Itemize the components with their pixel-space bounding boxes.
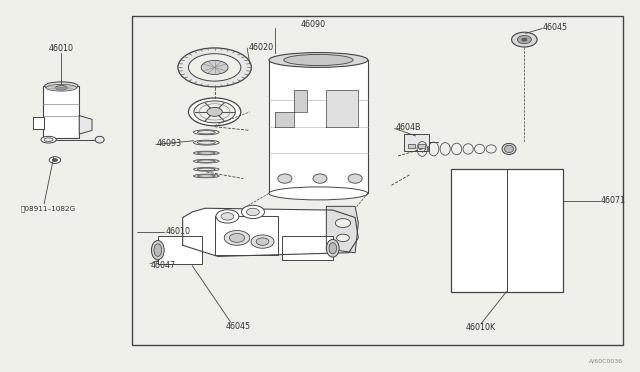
Bar	[33, 117, 44, 129]
Bar	[451, 169, 563, 292]
Circle shape	[246, 208, 259, 216]
Bar	[269, 60, 368, 193]
Text: 46071: 46071	[601, 196, 626, 205]
Ellipse shape	[46, 84, 77, 91]
Ellipse shape	[284, 54, 353, 65]
Ellipse shape	[201, 60, 228, 74]
Circle shape	[251, 235, 274, 248]
Circle shape	[221, 213, 234, 220]
Text: 46045: 46045	[226, 321, 251, 331]
Ellipse shape	[193, 159, 219, 163]
Bar	[419, 144, 425, 148]
Ellipse shape	[193, 167, 219, 171]
Text: 46010: 46010	[166, 227, 191, 236]
Text: A/60C0036: A/60C0036	[589, 358, 623, 363]
Text: 46090: 46090	[301, 20, 326, 29]
Ellipse shape	[178, 48, 252, 87]
Ellipse shape	[193, 140, 219, 145]
Ellipse shape	[194, 101, 236, 123]
Ellipse shape	[45, 82, 78, 90]
Text: ⓝ08911–1082G: ⓝ08911–1082G	[21, 205, 76, 212]
Bar	[158, 236, 202, 264]
Ellipse shape	[197, 160, 215, 162]
Ellipse shape	[152, 240, 164, 260]
Polygon shape	[326, 206, 358, 253]
Ellipse shape	[197, 152, 215, 154]
Ellipse shape	[197, 131, 215, 134]
Ellipse shape	[348, 174, 362, 183]
Circle shape	[522, 38, 527, 41]
Ellipse shape	[193, 151, 219, 155]
Ellipse shape	[326, 239, 339, 257]
Bar	[44, 86, 79, 138]
Text: 46010: 46010	[49, 44, 74, 53]
Ellipse shape	[44, 138, 53, 141]
Ellipse shape	[197, 175, 215, 177]
Ellipse shape	[154, 244, 162, 256]
Circle shape	[517, 36, 531, 44]
Circle shape	[511, 32, 537, 47]
Ellipse shape	[95, 137, 104, 143]
Ellipse shape	[269, 52, 368, 67]
Ellipse shape	[193, 130, 219, 135]
Ellipse shape	[41, 137, 56, 143]
Circle shape	[52, 158, 58, 161]
Polygon shape	[79, 116, 92, 134]
Ellipse shape	[269, 187, 368, 200]
Text: 46047: 46047	[150, 261, 175, 270]
Text: 46093: 46093	[157, 139, 182, 148]
Ellipse shape	[193, 174, 219, 178]
Polygon shape	[275, 90, 307, 127]
Ellipse shape	[188, 98, 241, 126]
Polygon shape	[326, 90, 358, 127]
Circle shape	[49, 157, 61, 163]
Ellipse shape	[197, 168, 215, 170]
Circle shape	[224, 231, 250, 245]
Circle shape	[337, 234, 349, 241]
Ellipse shape	[197, 141, 215, 144]
Circle shape	[229, 234, 244, 242]
Ellipse shape	[502, 143, 516, 154]
Circle shape	[241, 205, 264, 219]
Text: 4604B: 4604B	[396, 123, 421, 132]
Circle shape	[335, 219, 351, 228]
Text: 46020: 46020	[248, 42, 274, 51]
Circle shape	[256, 238, 269, 245]
Ellipse shape	[188, 54, 241, 81]
Text: 46010K: 46010K	[466, 323, 496, 332]
Bar	[404, 134, 429, 151]
Ellipse shape	[329, 243, 337, 254]
Ellipse shape	[313, 174, 327, 183]
Ellipse shape	[278, 174, 292, 183]
Bar	[408, 144, 415, 148]
Bar	[132, 16, 623, 345]
Bar	[214, 216, 278, 254]
Bar	[250, 45, 397, 216]
Polygon shape	[182, 208, 358, 256]
Ellipse shape	[56, 86, 67, 90]
Circle shape	[207, 108, 222, 116]
Text: 46045: 46045	[542, 23, 568, 32]
Ellipse shape	[504, 145, 513, 153]
Bar	[282, 236, 333, 260]
Circle shape	[216, 210, 239, 223]
